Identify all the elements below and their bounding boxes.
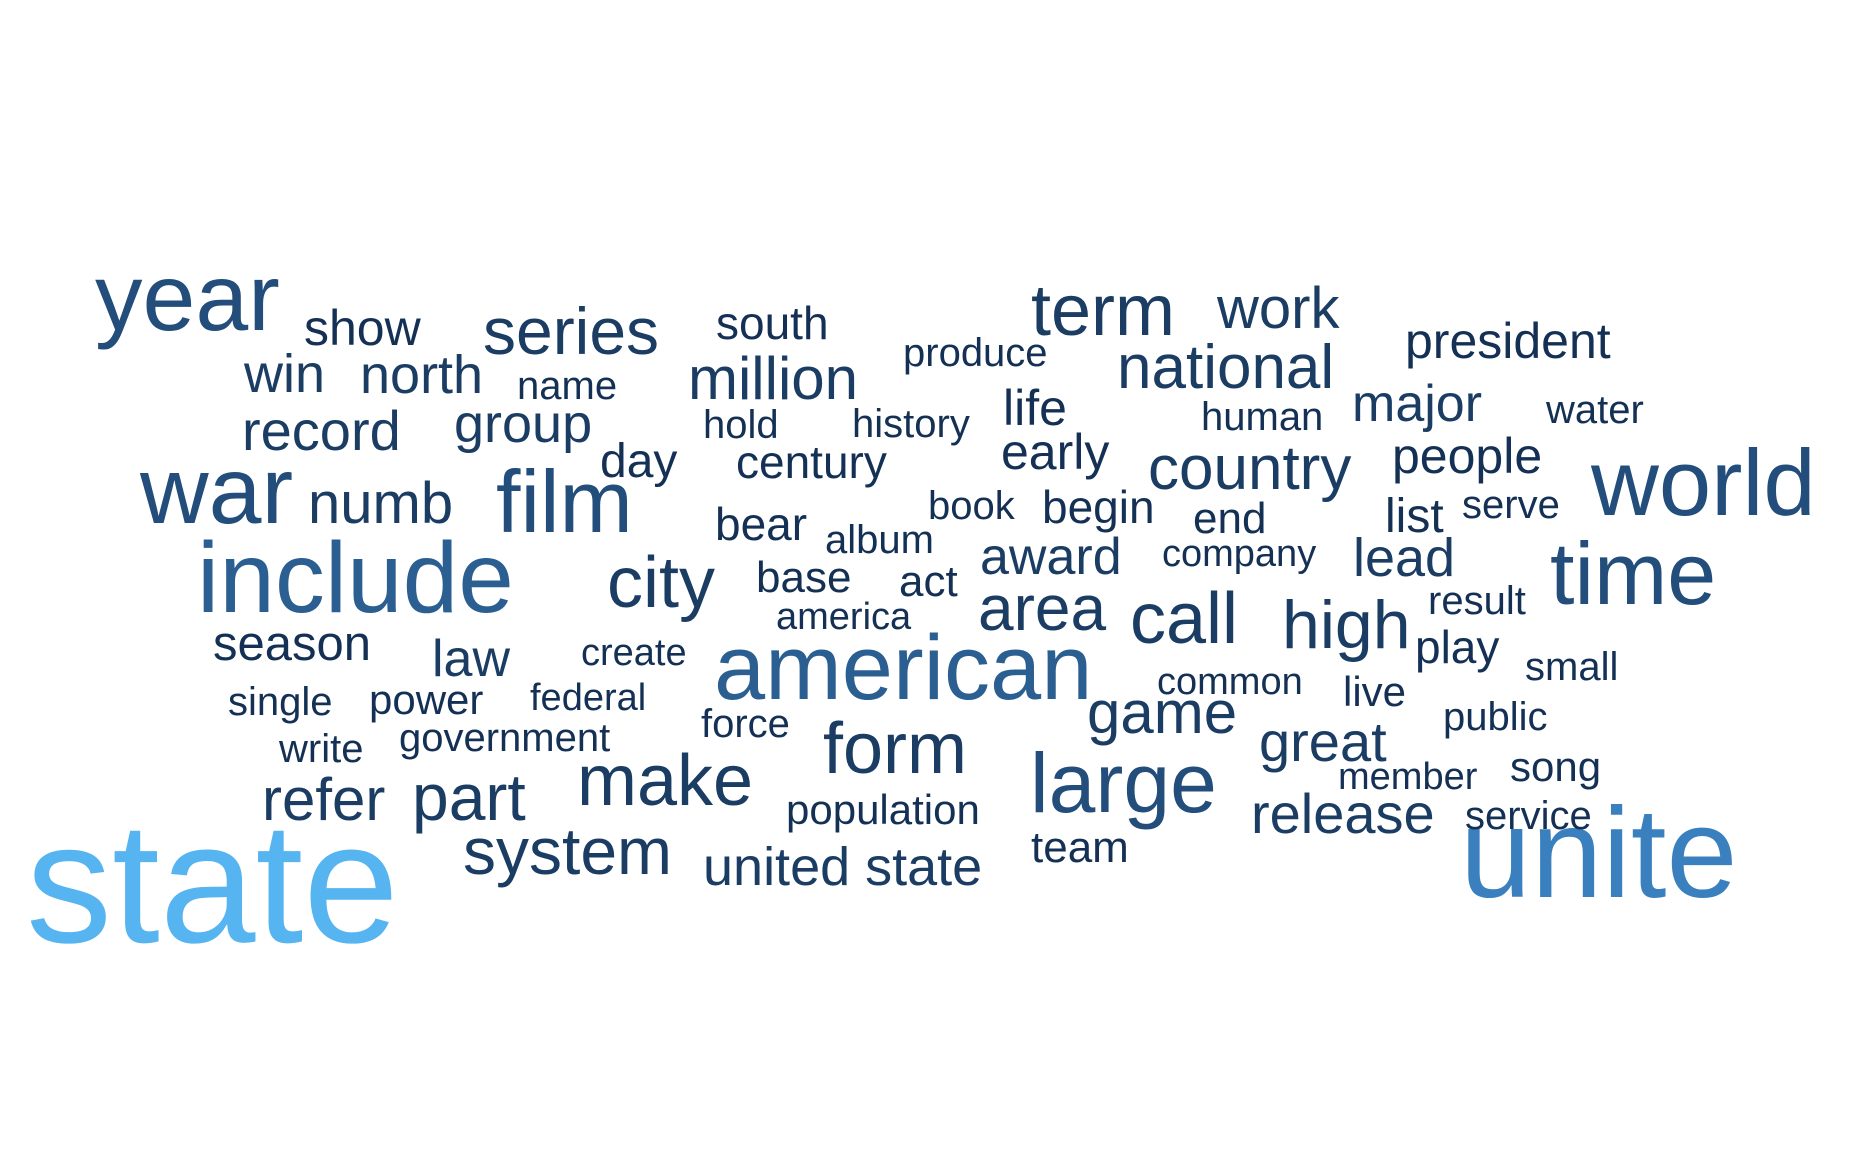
word-act: act <box>899 557 958 606</box>
word-water: water <box>1546 388 1644 432</box>
word-time: time <box>1550 524 1717 623</box>
word-name: name <box>517 364 618 408</box>
word-population: population <box>786 786 980 833</box>
word-history: history <box>852 402 970 446</box>
word-part: part <box>412 760 526 834</box>
word-national: national <box>1117 333 1335 402</box>
word-service: service <box>1465 794 1592 838</box>
word-people: people <box>1392 428 1543 484</box>
word-base: base <box>756 553 852 602</box>
word-day: day <box>600 435 678 488</box>
word-north: north <box>360 345 484 405</box>
word-large: large <box>1030 736 1217 830</box>
word-bear: bear <box>715 498 808 550</box>
word-hold: hold <box>703 403 779 447</box>
word-century: century <box>736 436 887 488</box>
word-american: american <box>714 617 1093 719</box>
word-early: early <box>1001 424 1110 480</box>
word-lead: lead <box>1353 528 1456 588</box>
word-call: call <box>1130 579 1239 659</box>
word-begin: begin <box>1042 481 1155 533</box>
word-public: public <box>1443 695 1548 739</box>
word-result: result <box>1428 579 1526 623</box>
word-single: single <box>228 680 333 724</box>
word-write: write <box>279 727 364 771</box>
word-system: system <box>463 814 673 888</box>
word-show: show <box>304 300 421 356</box>
word-world: world <box>1591 430 1816 535</box>
word-city: city <box>607 543 715 623</box>
word-unite: unite <box>1460 782 1738 925</box>
word-high: high <box>1282 587 1411 663</box>
word-win: win <box>244 344 326 404</box>
word-federal: federal <box>530 677 647 719</box>
word-major: major <box>1352 375 1483 433</box>
word-award: award <box>980 528 1122 586</box>
word-team: team <box>1031 823 1129 872</box>
word-record: record <box>242 399 401 462</box>
word-include: include <box>197 522 514 634</box>
word-year: year <box>95 245 280 351</box>
word-great: great <box>1259 710 1387 773</box>
word-small: small <box>1525 645 1619 689</box>
word-song: song <box>1510 743 1602 790</box>
word-state: state <box>26 787 399 979</box>
word-make: make <box>577 741 754 821</box>
word-law: law <box>432 630 511 688</box>
word-human: human <box>1201 395 1324 439</box>
word-release: release <box>1251 782 1435 845</box>
word-group: group <box>454 394 593 454</box>
word-million: million <box>688 345 859 412</box>
word-president: president <box>1405 313 1611 369</box>
word-government: government <box>399 716 611 760</box>
word-album: album <box>825 518 934 562</box>
word-company: company <box>1162 533 1317 575</box>
word-list: list <box>1385 490 1444 543</box>
word-country: country <box>1148 434 1352 503</box>
word-play: play <box>1415 621 1500 673</box>
word-member: member <box>1338 756 1478 798</box>
word-serve: serve <box>1462 483 1560 527</box>
word-america: america <box>776 596 912 638</box>
word-numb: numb <box>308 471 454 536</box>
word-book: book <box>928 484 1015 528</box>
word-power: power <box>369 676 484 723</box>
word-united-state: united state <box>703 837 983 897</box>
word-series: series <box>483 294 660 368</box>
word-game: game <box>1087 679 1238 746</box>
word-south: south <box>716 297 829 349</box>
word-produce: produce <box>903 331 1048 375</box>
word-area: area <box>978 572 1107 644</box>
word-live: live <box>1343 668 1407 715</box>
word-season: season <box>213 617 372 671</box>
word-form: form <box>823 709 967 789</box>
word-common: common <box>1157 661 1303 703</box>
word-film: film <box>496 452 633 551</box>
word-create: create <box>581 632 687 674</box>
word-life: life <box>1003 380 1067 436</box>
word-force: force <box>701 702 790 746</box>
word-term: term <box>1031 271 1175 351</box>
word-work: work <box>1217 276 1340 341</box>
word-war: war <box>140 438 294 544</box>
word-refer: refer <box>262 766 386 833</box>
word-end: end <box>1193 494 1267 543</box>
